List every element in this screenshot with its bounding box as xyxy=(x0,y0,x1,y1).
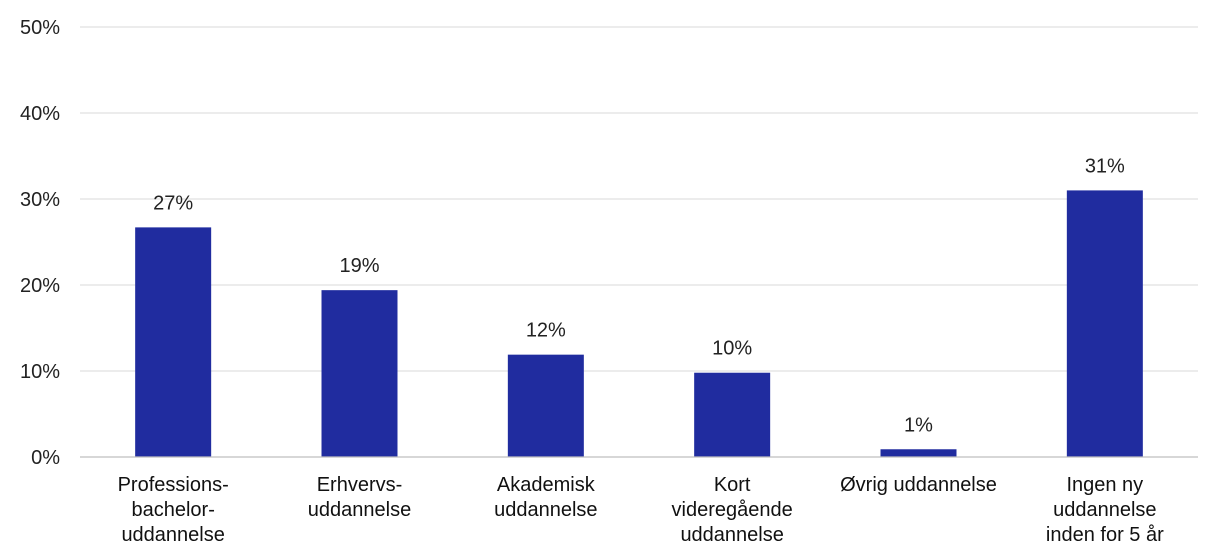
data-label: 1% xyxy=(904,414,933,436)
y-tick-label: 30% xyxy=(20,189,60,211)
category-label: Professions-bachelor-uddannelse xyxy=(118,474,229,546)
bar xyxy=(135,227,212,457)
category-label-line: Øvrig uddannelse xyxy=(840,474,997,496)
y-tick-label: 50% xyxy=(20,17,60,39)
y-tick-label: 20% xyxy=(20,275,60,297)
category-label: Øvrig uddannelse xyxy=(840,474,997,496)
category-label-line: bachelor- xyxy=(131,499,214,521)
bar xyxy=(507,354,584,457)
data-labels: 27% 19% 12% 10% 1% 31% xyxy=(153,155,1125,436)
data-label: 19% xyxy=(339,255,379,277)
y-tick-label: 10% xyxy=(20,361,60,383)
category-label-line: Professions- xyxy=(118,474,229,496)
category-label: Erhvervs-uddannelse xyxy=(308,474,411,521)
data-label: 12% xyxy=(526,320,566,342)
category-label-line: videregående xyxy=(672,499,793,521)
category-label-line: Ingen ny xyxy=(1066,474,1143,496)
bars xyxy=(135,190,1143,457)
y-tick-label: 0% xyxy=(31,447,60,469)
category-label-line: uddannelse xyxy=(680,524,783,546)
y-tick-label: 40% xyxy=(20,103,60,125)
category-label-line: Akademisk xyxy=(497,474,596,496)
bar xyxy=(1066,190,1143,457)
bar xyxy=(880,449,957,457)
category-label-line: inden for 5 år xyxy=(1046,524,1164,546)
category-label-line: uddannelse xyxy=(121,524,224,546)
category-label: Ingen ny uddannelse inden for 5 år xyxy=(1046,474,1164,546)
category-label-line: uddannelse xyxy=(494,499,597,521)
category-label-line: Erhvervs- xyxy=(317,474,403,496)
data-label: 10% xyxy=(712,338,752,360)
data-label: 27% xyxy=(153,192,193,214)
bar xyxy=(694,372,771,457)
y-axis-tick-labels: 0% 10% 20% 30% 40% 50% xyxy=(20,17,60,469)
category-label: Akademisk uddannelse xyxy=(494,474,597,521)
category-label-line: uddannelse xyxy=(1053,499,1156,521)
category-label: Kort videregående uddannelse xyxy=(672,474,793,546)
data-label: 31% xyxy=(1085,155,1125,177)
x-axis-category-labels: Professions-bachelor-uddannelseErhvervs-… xyxy=(118,474,1165,546)
category-label-line: uddannelse xyxy=(308,499,411,521)
gridlines xyxy=(80,26,1198,372)
category-label-line: Kort xyxy=(714,474,751,496)
bar xyxy=(321,290,398,457)
